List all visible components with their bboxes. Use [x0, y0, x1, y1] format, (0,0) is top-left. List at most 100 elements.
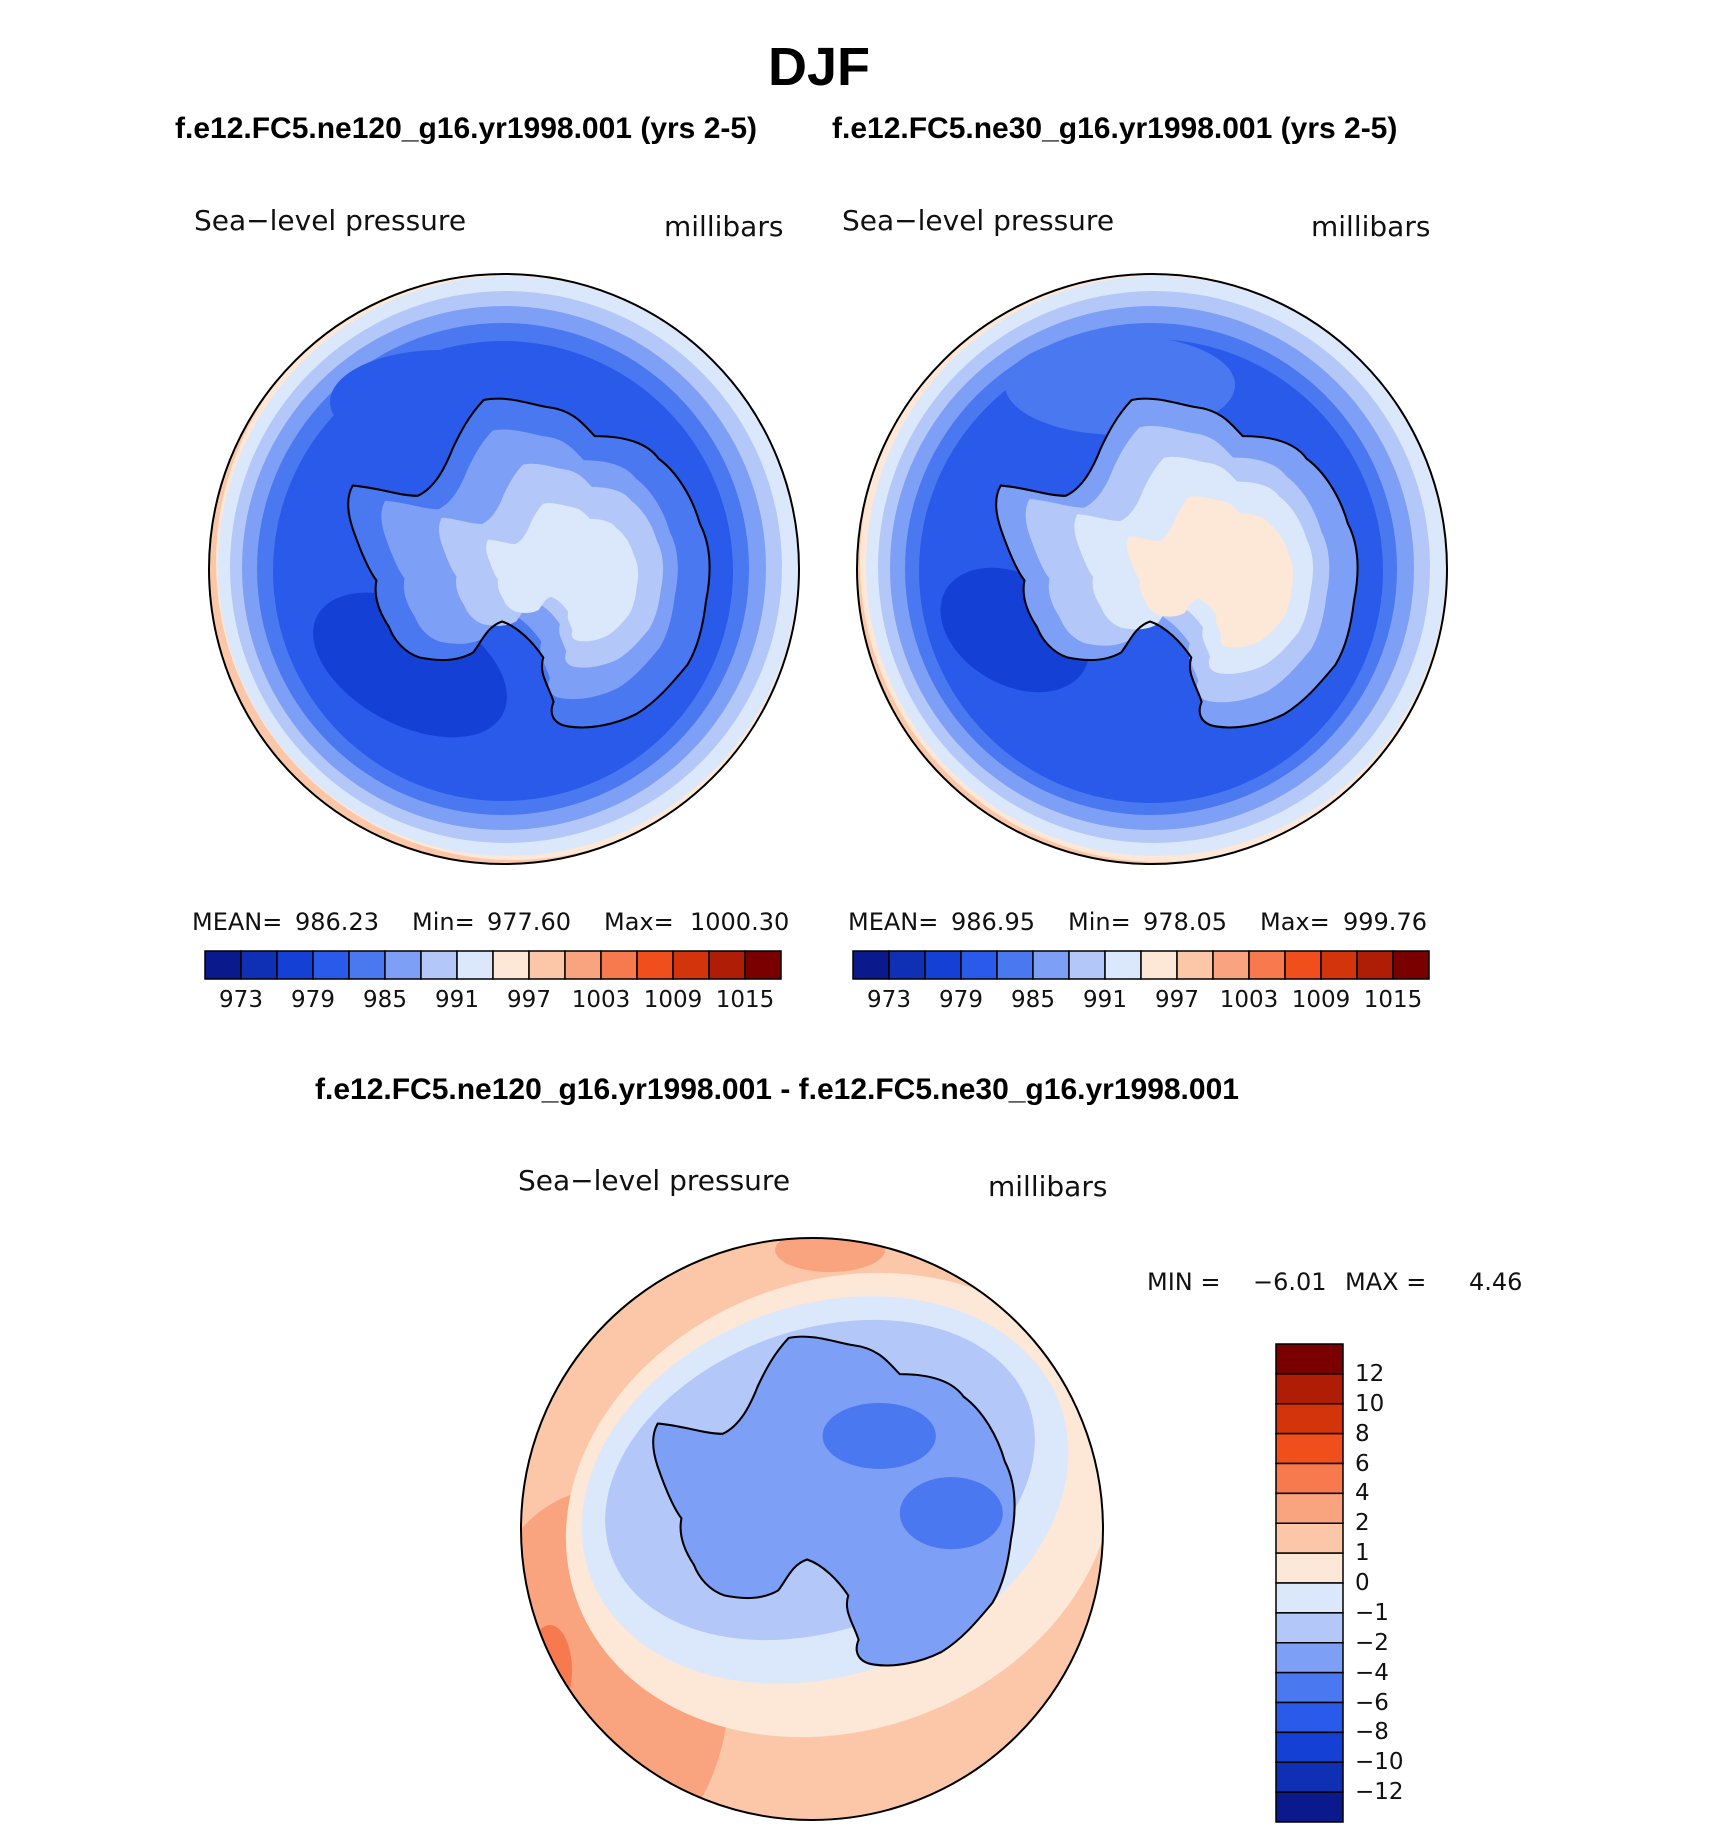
panel1-mean: 986.23: [295, 908, 379, 936]
panel3-min: −6.01: [1253, 1268, 1327, 1296]
panel1-min: 977.60: [487, 908, 571, 936]
panel3-min-label: MIN =: [1147, 1268, 1221, 1296]
panel2-colorbar-tick: 1009: [1291, 987, 1351, 1013]
panel2-colorbar-swatch: [1140, 950, 1178, 980]
panel2-colorbar-tick: 997: [1155, 987, 1199, 1013]
panel2-max-label: Max=: [1260, 908, 1330, 936]
panel3-colorbar-tick: 12: [1355, 1360, 1385, 1387]
panel2-colorbar-swatch: [1248, 950, 1286, 980]
panel3-colorbar-swatch: [1275, 1462, 1344, 1495]
panel2-colorbar-swatch: [1068, 950, 1106, 980]
panel3-colorbar-swatch: [1275, 1612, 1344, 1644]
panel3-colorbar-swatch: [1275, 1432, 1344, 1465]
panel3-colorbar-swatch: [1275, 1671, 1344, 1704]
panel1-colorbar-swatch: [708, 950, 746, 980]
panel2-units: millibars: [1311, 210, 1431, 243]
panel2-variable: Sea−level pressure: [842, 204, 1115, 237]
panel3-colorbar-tick: −4: [1355, 1659, 1389, 1686]
panel1-colorbar-tick: 985: [363, 987, 407, 1013]
main-title: DJF: [767, 37, 870, 97]
panel2-colorbar-swatch: [960, 950, 998, 980]
panel2-colorbar-swatch: [996, 950, 1034, 980]
panel3-colorbar-swatch: [1275, 1373, 1344, 1405]
panel2-colorbar-swatch: [1320, 950, 1358, 980]
panel3-title: f.e12.FC5.ne120_g16.yr1998.001 - f.e12.F…: [315, 1073, 1239, 1106]
panel2-colorbar-tick: 979: [939, 987, 983, 1013]
panel2-colorbar-tick: 1015: [1363, 987, 1423, 1013]
panel1-max-label: Max=: [604, 908, 674, 936]
panel3-colorbar-swatch: [1275, 1642, 1344, 1674]
panel1-colorbar-tick: 997: [507, 987, 551, 1013]
panel1-colorbar: [204, 950, 782, 980]
panel2-colorbar-swatch: [1356, 950, 1394, 980]
panel2-title: f.e12.FC5.ne30_g16.yr1998.001 (yrs 2-5): [832, 112, 1398, 145]
panel1-title: f.e12.FC5.ne120_g16.yr1998.001 (yrs 2-5): [175, 112, 758, 145]
panel3-max: 4.46: [1469, 1268, 1523, 1296]
panel2-colorbar-swatch: [1212, 950, 1250, 980]
panel1-colorbar-tick: 991: [435, 987, 479, 1013]
panel2-map: [857, 274, 1447, 864]
panel1-units: millibars: [664, 210, 784, 243]
panel3-colorbar-tick: 4: [1355, 1480, 1370, 1507]
panel1-colorbar-swatch: [528, 950, 566, 980]
panel3-colorbar-swatch: [1275, 1582, 1344, 1614]
panel3-colorbar-tick: 0: [1355, 1570, 1370, 1596]
panel2-colorbar-tick: 1003: [1219, 987, 1279, 1013]
panel3-variable: Sea−level pressure: [518, 1164, 791, 1197]
panel3-map-border: [520, 1237, 1104, 1821]
panel1-colorbar-swatch: [384, 950, 422, 980]
panel2-min-label: Min=: [1068, 908, 1131, 936]
panel1-mean-label: MEAN=: [192, 908, 283, 936]
panel3-colorbar-tick: −1: [1355, 1599, 1389, 1626]
panel1-colorbar-swatch: [600, 950, 638, 980]
panel3-colorbar-swatch: [1275, 1791, 1344, 1823]
panel3-map: [521, 1238, 1103, 1820]
panel2-colorbar-swatch: [1104, 950, 1142, 980]
panel3-colorbar-tick: −10: [1355, 1749, 1404, 1776]
panel3-colorbar: [1275, 1343, 1344, 1823]
panel1-colorbar-tick: 1003: [571, 987, 631, 1013]
panel1-min-label: Min=: [412, 908, 475, 936]
panel3-colorbar-tick: 6: [1355, 1450, 1370, 1477]
panel2-mean: 986.95: [951, 908, 1035, 936]
panel3-colorbar-swatch: [1275, 1522, 1344, 1554]
panel1-map: [209, 274, 799, 864]
panel1-colorbar-swatch: [456, 950, 494, 980]
panel2-colorbar-swatch: [888, 950, 926, 980]
panel3-max-label: MAX =: [1345, 1268, 1427, 1296]
panel1-colorbar-swatch: [492, 950, 530, 980]
panel2-colorbar-tick: 991: [1083, 987, 1127, 1013]
panel1-colorbar-tick: 979: [291, 987, 335, 1013]
panel2-colorbar: [852, 950, 1430, 980]
panel2-colorbar-swatch: [1032, 950, 1070, 980]
panel1-colorbar-swatch: [276, 950, 314, 980]
panel3-colorbar-tick: −6: [1355, 1689, 1389, 1716]
panel2-colorbar-swatch: [1392, 950, 1430, 980]
panel1-colorbar-swatch: [564, 950, 602, 980]
panel2-max: 999.76: [1343, 908, 1427, 936]
panel3-colorbar-swatch: [1275, 1731, 1344, 1763]
panel3-colorbar-swatch: [1275, 1761, 1344, 1793]
panel2-colorbar-tick: 973: [867, 987, 911, 1013]
panel1-colorbar-tick: 973: [219, 987, 263, 1013]
panel1-colorbar-tick: 1015: [715, 987, 775, 1013]
panel3-colorbar-tick: 2: [1355, 1510, 1370, 1537]
panel3-colorbar-tick: 10: [1355, 1390, 1385, 1417]
panel1-max: 1000.30: [690, 908, 790, 936]
panel3-units: millibars: [988, 1170, 1108, 1203]
panel2-mean-label: MEAN=: [848, 908, 939, 936]
panel3-colorbar-swatch: [1275, 1552, 1344, 1584]
panel1-map-border: [208, 273, 800, 865]
panel2-colorbar-swatch: [852, 950, 890, 980]
panel3-colorbar-tick: −2: [1355, 1629, 1389, 1656]
panel1-colorbar-swatch: [744, 950, 782, 980]
panel3-colorbar-tick: −8: [1355, 1719, 1389, 1746]
panel2-colorbar-swatch: [924, 950, 962, 980]
panel2-colorbar-swatch: [1284, 950, 1322, 980]
panel2-colorbar-tick: 985: [1011, 987, 1055, 1013]
panel1-colorbar-swatch: [312, 950, 350, 980]
panel3-colorbar-swatch: [1275, 1492, 1344, 1524]
panel1-colorbar-swatch: [672, 950, 710, 980]
panel1-variable: Sea−level pressure: [194, 204, 467, 237]
